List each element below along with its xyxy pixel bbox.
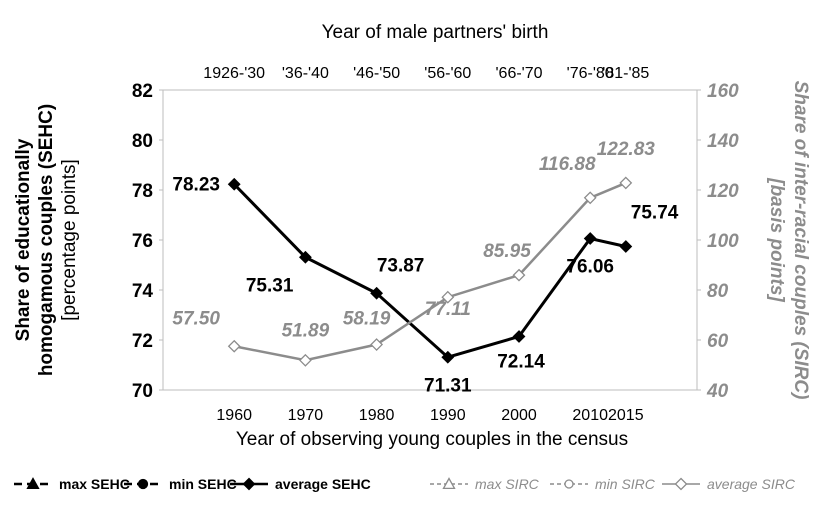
left-tick-label: 70 (132, 381, 153, 402)
average-sehc-point (227, 177, 241, 191)
y-axis-title-right-line: [basis points] (766, 177, 787, 302)
top-tick-label: '46-'50 (353, 65, 400, 82)
left-tick-label: 74 (132, 281, 154, 302)
x-tick-label: 2010 (572, 407, 608, 424)
right-tick-label: 140 (707, 131, 739, 152)
series-markers (227, 176, 633, 367)
average-sehc-point (583, 232, 597, 245)
legend: max SEHC min SEHC average SEHC max SIRC min … (14, 476, 796, 492)
legend-marker-max-sehc (26, 477, 40, 490)
sehc-data-label: 75.74 (631, 203, 679, 224)
top-tick-label: '56-'60 (424, 65, 471, 82)
average-sehc-point (370, 286, 384, 300)
x-tick-label: 1960 (216, 407, 252, 424)
x-tick-label: 2015 (608, 407, 644, 424)
legend-label-average-sehc: average SEHC (275, 476, 371, 492)
sehc-data-label: 72.14 (497, 352, 545, 373)
legend-marker-average-sirc (674, 477, 688, 491)
average-sirc-point (370, 338, 384, 351)
y-axis-title-left-line: Share of educationally (13, 138, 34, 341)
right-tick-label: 80 (707, 281, 729, 302)
top-tick-label: '76-'80 (567, 65, 614, 82)
legend-marker-max-sirc (442, 477, 456, 490)
top-tick-label: '36-'40 (282, 65, 329, 82)
top-tick-label: '81-'85 (602, 65, 649, 82)
legend-label-min-sirc: min SIRC (595, 476, 656, 492)
average-sirc-point (441, 290, 455, 304)
right-tick-label: 160 (707, 81, 739, 102)
right-tick-label: 60 (707, 331, 729, 352)
average-sirc-point (512, 268, 526, 282)
sirc-data-label: 58.19 (343, 309, 391, 330)
legend-label-max-sirc: max SIRC (475, 476, 540, 492)
sehc-data-label: 71.31 (424, 375, 472, 396)
sehc-data-label: 76.06 (566, 257, 614, 278)
data-labels: 78.23 75.31 73.87 71.31 72.14 76.06 75.74 57.50… (172, 139, 678, 396)
y-axis-title-right: Share of inter-racial couples (SIRC)[bas… (766, 81, 811, 400)
legend-label-max-sehc: max SEHC (59, 476, 130, 492)
right-tick-label: 40 (706, 381, 729, 402)
legend-marker-min-sirc (564, 479, 574, 489)
sirc-data-label: 85.95 (483, 241, 531, 262)
average-sehc-point (619, 240, 633, 253)
average-sirc-point (583, 191, 597, 205)
y-axis-title-right-line: Share of inter-racial couples (SIRC) (790, 81, 811, 400)
sirc-data-label: 122.83 (597, 139, 656, 160)
sehc-data-label: 75.31 (246, 275, 294, 296)
y-axis-title-left-line: [percentage points] (59, 159, 80, 321)
x-tick-label: 2000 (501, 407, 537, 424)
left-tick-label: 82 (132, 81, 153, 102)
x-axis-title: Year of observing young couples in the c… (236, 429, 628, 450)
top-axis-title: Year of male partners' birth (322, 22, 549, 43)
sirc-data-label: 77.11 (425, 299, 471, 320)
legend-label-min-sehc: min SEHC (169, 476, 237, 492)
average-sehc-point (512, 330, 526, 343)
average-sirc-point (227, 339, 241, 353)
sirc-data-label: 51.89 (282, 320, 330, 341)
average-sehc-point (441, 350, 455, 364)
sirc-data-label: 57.50 (172, 308, 220, 329)
legend-marker-average-sehc (242, 477, 256, 491)
left-tick-label: 80 (132, 131, 153, 152)
average-sehc-point (298, 250, 312, 264)
x-tick-label: 1980 (359, 407, 395, 424)
left-tick-label: 72 (132, 331, 153, 352)
left-tick-label: 76 (132, 231, 153, 252)
sirc-data-label: 116.88 (539, 154, 596, 175)
legend-label-average-sirc: average SIRC (707, 476, 796, 492)
x-tick-label: 1970 (288, 407, 324, 424)
sehc-data-label: 78.23 (172, 174, 220, 195)
y-axis-title-left: Share of educationally homogamous couples… (13, 104, 80, 376)
axes: 70 72 74 76 78 80 82 40 60 80 100 120 140 160 1960 1970… (13, 22, 811, 450)
left-tick-label: 78 (132, 181, 153, 202)
legend-marker-min-sehc (137, 478, 149, 490)
y-axis-title-left-line: homogamous couples (SEHC) (36, 104, 57, 376)
right-tick-label: 120 (707, 181, 739, 202)
x-tick-label: 1990 (430, 407, 466, 424)
sehc-data-label: 73.87 (377, 255, 425, 276)
top-tick-label: '66-'70 (495, 65, 542, 82)
top-tick-label: 1926-'30 (203, 65, 265, 82)
right-tick-label: 100 (707, 231, 739, 252)
average-sirc-point (619, 176, 633, 190)
average-sirc-point (298, 353, 312, 367)
